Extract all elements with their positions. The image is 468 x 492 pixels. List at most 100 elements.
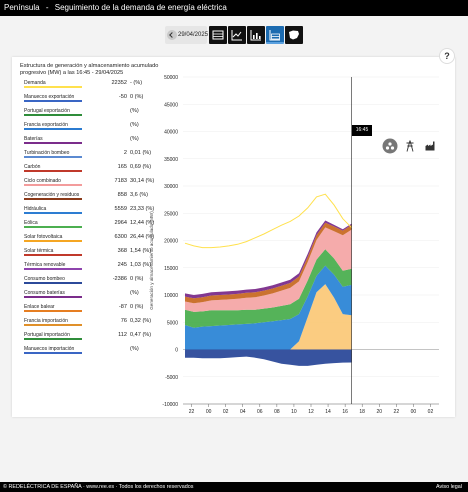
y-tick-label: 15000 xyxy=(164,266,178,272)
legend-swatch xyxy=(24,184,82,186)
x-tick-label: 02 xyxy=(428,409,434,415)
x-tick-label: 14 xyxy=(325,409,331,415)
x-tick-label: 22 xyxy=(189,409,195,415)
legend-row[interactable]: Portugal importación 112 0,47 (%) xyxy=(24,331,152,345)
y-tick-label: 35000 xyxy=(164,157,178,163)
legend-swatch xyxy=(24,142,82,144)
legend-percent: 0,47 (%) xyxy=(130,332,152,338)
table-view-button[interactable] xyxy=(209,26,227,44)
legend-percent: 1,03 (%) xyxy=(130,262,152,268)
stacked-area-chart[interactable]: -10000-500005000100001500020000250003000… xyxy=(12,57,455,417)
legend-percent: 0,32 (%) xyxy=(130,318,152,324)
legend-swatch xyxy=(24,156,82,158)
legend-value: 5559 xyxy=(114,206,127,212)
y-tick-label: 20000 xyxy=(164,239,178,245)
legend-value: 368 xyxy=(117,248,127,254)
y-tick-label: 10000 xyxy=(164,293,178,299)
legend-percent: 30,14 (%) xyxy=(130,178,155,184)
legend-name: Demanda xyxy=(24,80,46,86)
factory-icon[interactable] xyxy=(422,138,438,154)
legend-row[interactable]: Carbón 165 0,69 (%) xyxy=(24,163,152,177)
legend-percent: 0,01 (%) xyxy=(130,150,152,156)
line-chart-view-button[interactable] xyxy=(228,26,246,44)
legend-swatch xyxy=(24,128,82,130)
legend-swatch xyxy=(24,254,82,256)
legend-name: Enlace balear xyxy=(24,304,55,310)
bar-chart-view-button[interactable] xyxy=(247,26,265,44)
x-tick-label: 02 xyxy=(223,409,229,415)
y-tick-label: 30000 xyxy=(164,184,178,190)
chevron-left-icon[interactable] xyxy=(167,30,177,40)
legend-row[interactable]: Eólica 2964 12,44 (%) xyxy=(24,219,155,233)
help-button[interactable]: ? xyxy=(439,48,455,64)
legend-row[interactable]: Demanda 22352- (%) xyxy=(24,79,152,93)
legend-row[interactable]: Turbinación bombeo 2 0,01 (%) xyxy=(24,149,152,163)
legend-value: 858 xyxy=(117,192,127,198)
legend-value: 2964 xyxy=(114,220,127,226)
legend-row[interactable]: Francia exportación (%) xyxy=(24,121,152,135)
legend-percent: 3,6 (%) xyxy=(130,192,149,198)
legend-name: Eólica xyxy=(24,220,38,226)
map-view-button[interactable] xyxy=(285,26,303,44)
x-tick-label: 10 xyxy=(291,409,297,415)
legend-name: Portugal importación xyxy=(24,332,70,338)
x-tick-label: 18 xyxy=(359,409,365,415)
stacked-area-view-button[interactable] xyxy=(266,26,284,44)
region-label[interactable]: Península xyxy=(4,3,40,12)
legend-name: Turbinación bombeo xyxy=(24,150,70,156)
area-consumo-bombeo xyxy=(185,349,352,366)
area-hidr-ulica xyxy=(185,265,352,350)
legend-name: Consumo bombeo xyxy=(24,276,65,282)
legend-row[interactable]: Manuecos importación (%) xyxy=(24,345,152,359)
legend-row[interactable]: Portugal exportación (%) xyxy=(24,107,152,121)
table-icon xyxy=(212,30,224,40)
chart-title: Estructura de generación y almacenamient… xyxy=(20,63,159,76)
legend-percent: 12,44 (%) xyxy=(130,220,155,226)
page-title: Seguimiento de la demanda de energía elé… xyxy=(54,3,227,12)
legend-swatch xyxy=(24,268,82,270)
legend-name: Baterías xyxy=(24,136,43,142)
generation-mix-icon[interactable] xyxy=(382,138,398,154)
legend-row[interactable]: Hidráulica 5559 23,33 (%) xyxy=(24,205,154,219)
legend-swatch xyxy=(24,212,82,214)
legend-row[interactable]: Baterías (%) xyxy=(24,135,152,149)
y-tick-label: 25000 xyxy=(164,211,178,217)
legend-row[interactable]: Consumo baterías (%) xyxy=(24,289,152,303)
legend-name: Consumo baterías xyxy=(24,290,65,296)
legend-row[interactable]: Solar térmica 368 1,54 (%) xyxy=(24,247,152,261)
date-selector[interactable]: 29/04/2025 xyxy=(165,26,209,44)
legend-row[interactable]: Ciclo combinado 7183 30,14 (%) xyxy=(24,177,155,191)
legend-row[interactable]: Enlace balear -87 0 (%) xyxy=(24,303,152,317)
legend-swatch xyxy=(24,170,82,172)
legend-swatch xyxy=(24,324,82,326)
transmission-tower-icon[interactable] xyxy=(402,138,418,154)
legend-swatch xyxy=(24,240,82,242)
legend-value: -50 xyxy=(118,94,127,100)
legend-row[interactable]: Cogeneración y residuos 858 3,6 (%) xyxy=(24,191,152,205)
legend-value: 245 xyxy=(117,262,127,268)
legend-row[interactable]: Francia importación 76 0,32 (%) xyxy=(24,317,152,331)
legend-percent: 1,54 (%) xyxy=(130,248,152,254)
y-tick-label: -5000 xyxy=(165,375,178,381)
legend-row[interactable]: Térmica renovable 245 1,03 (%) xyxy=(24,261,152,275)
legend-value: 112 xyxy=(118,332,127,338)
y-tick-label: 40000 xyxy=(164,130,178,136)
cursor-time-label: 16:45 xyxy=(352,125,372,136)
legend-row[interactable]: Solar fotovoltaica 6300 26,44 (%) xyxy=(24,233,154,247)
legend-row[interactable]: Consumo bombeo -2386 0 (%) xyxy=(24,275,152,289)
legal-link[interactable]: Aviso legal xyxy=(436,484,462,490)
x-tick-label: 00 xyxy=(206,409,212,415)
legend-name: Hidráulica xyxy=(24,206,47,212)
y-tick-label: 45000 xyxy=(164,102,178,108)
legend-row[interactable]: Manuecos exportación -50 0 (%) xyxy=(24,93,152,107)
legend-name: Manuecos exportación xyxy=(24,94,75,100)
legend-name: Cogeneración y residuos xyxy=(24,192,80,198)
legend-percent: (%) xyxy=(130,108,139,114)
x-tick-label: 04 xyxy=(240,409,246,415)
legend-swatch xyxy=(24,100,82,102)
legend-percent: 0,69 (%) xyxy=(130,164,152,170)
footer: © REDELÉCTRICA DE ESPAÑA · www.ree.es · … xyxy=(0,482,468,492)
y-axis-label: Generación y almacenamiento acumulado (M… xyxy=(149,211,154,310)
x-tick-label: 12 xyxy=(308,409,314,415)
date-value[interactable]: 29/04/2025 xyxy=(178,32,209,38)
